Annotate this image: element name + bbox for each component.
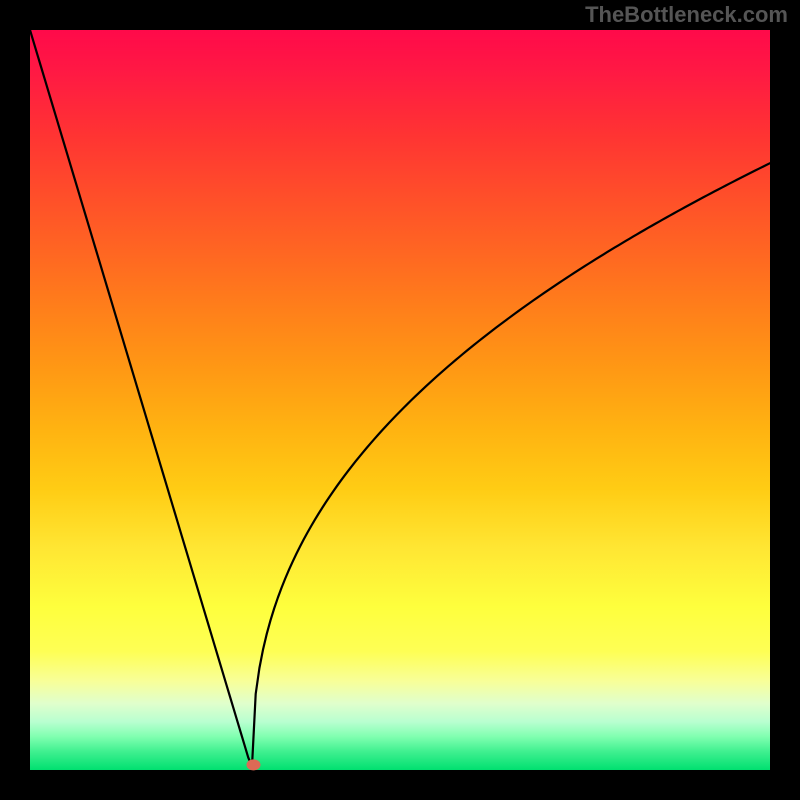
chart-container: TheBottleneck.com <box>0 0 800 800</box>
optimum-marker <box>246 759 260 770</box>
watermark-text: TheBottleneck.com <box>585 2 788 28</box>
bottleneck-chart <box>0 0 800 800</box>
